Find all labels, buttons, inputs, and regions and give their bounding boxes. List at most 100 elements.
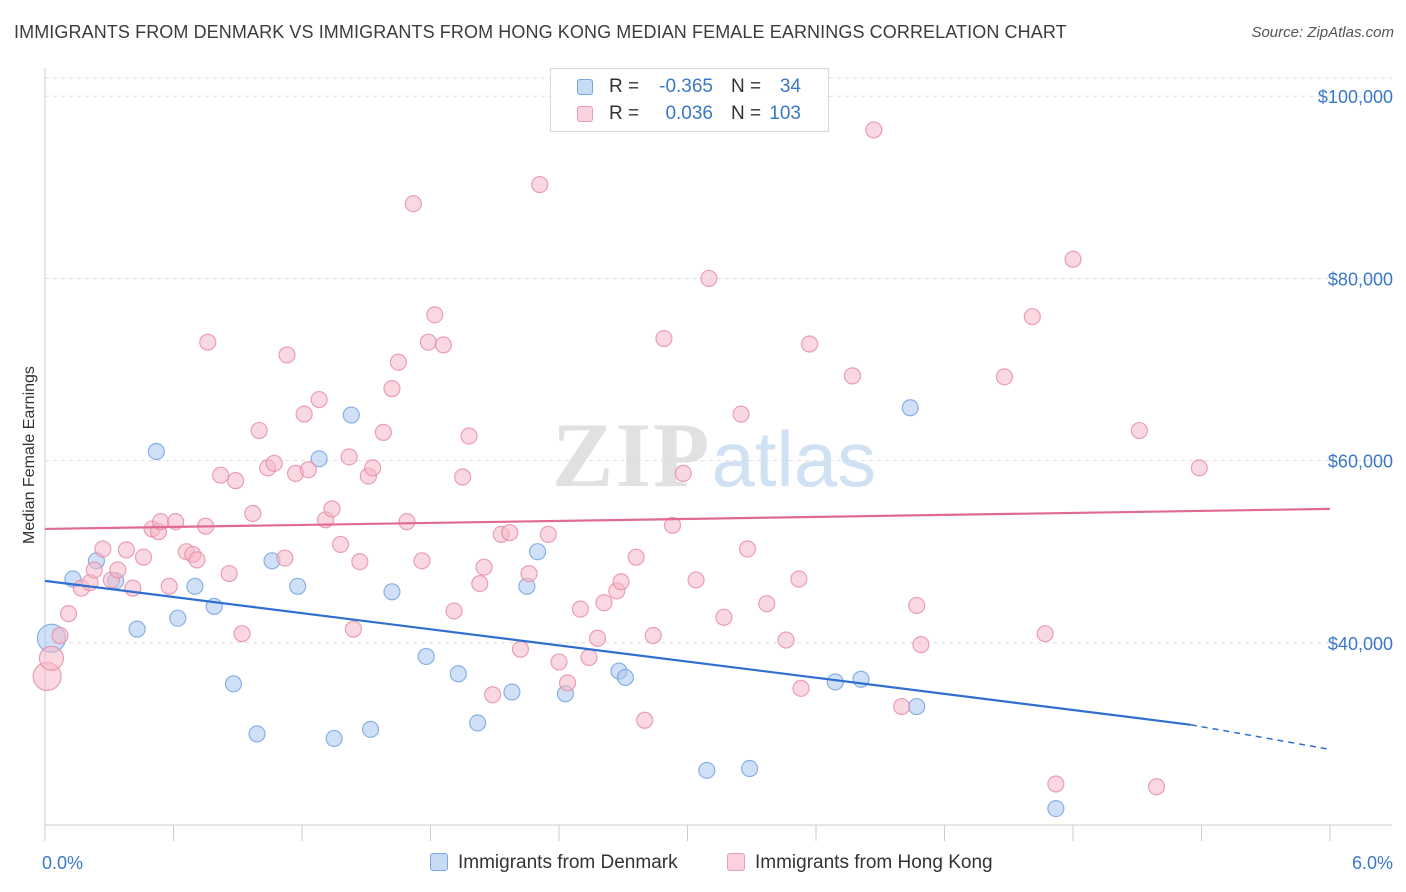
data-point-hongkong <box>404 195 422 213</box>
legend-label-denmark: Immigrants from Denmark <box>458 852 678 873</box>
data-point-hongkong <box>199 333 217 351</box>
chart-title: IMMIGRANTS FROM DENMARK VS IMMIGRANTS FR… <box>14 22 1067 42</box>
data-point-denmark <box>901 399 919 417</box>
data-point-hongkong <box>188 551 206 569</box>
data-point-hongkong <box>85 561 103 579</box>
data-point-hongkong <box>117 541 135 559</box>
y-tick-label: $60,000 <box>1328 452 1393 472</box>
data-point-denmark <box>616 668 634 687</box>
data-point-hongkong <box>758 595 776 613</box>
data-point-hongkong <box>908 596 926 615</box>
data-point-hongkong <box>612 573 630 591</box>
data-point-denmark <box>186 577 204 595</box>
data-point-hongkong <box>539 525 557 543</box>
data-point-denmark <box>248 725 266 743</box>
data-point-hongkong <box>1190 459 1208 477</box>
data-point-hongkong <box>580 648 598 666</box>
data-point-hongkong <box>59 605 78 623</box>
y-tick-label: $80,000 <box>1328 269 1393 289</box>
data-point-denmark <box>741 759 759 778</box>
data-point-hongkong <box>655 329 673 348</box>
x-tick-label: 6.0% <box>1352 853 1393 873</box>
data-point-hongkong <box>419 333 437 351</box>
data-point-hongkong <box>636 711 654 729</box>
data-point-hongkong <box>627 548 645 566</box>
data-point-hongkong <box>434 336 452 354</box>
data-point-hongkong <box>595 594 613 612</box>
data-point-hongkong <box>265 454 283 472</box>
data-point-hongkong <box>475 558 493 576</box>
legend-swatch-denmark <box>577 79 593 95</box>
data-point-hongkong <box>893 697 911 716</box>
data-point-hongkong <box>426 306 444 324</box>
data-point-hongkong <box>588 629 607 647</box>
data-point-hongkong <box>644 626 662 645</box>
data-point-hongkong <box>777 631 795 649</box>
data-point-denmark <box>528 543 547 561</box>
data-point-hongkong <box>1036 625 1054 643</box>
data-point-hongkong <box>571 600 590 618</box>
data-point-hongkong <box>295 405 313 423</box>
correlation-legend: R = -0.365 N = 34 R = 0.036 N = 103 <box>550 68 829 132</box>
watermark: ZIPatlas <box>552 402 876 508</box>
data-point-hongkong <box>531 175 549 194</box>
legend-swatch-hongkong <box>577 106 593 122</box>
legend-n-label: N = <box>731 103 762 124</box>
data-point-hongkong <box>109 561 127 579</box>
data-point-denmark <box>310 450 328 468</box>
legend-swatch-denmark <box>430 853 448 871</box>
data-point-denmark <box>224 675 243 693</box>
data-point-hongkong <box>413 552 431 570</box>
data-point-hongkong <box>227 472 245 490</box>
data-point-hongkong <box>558 674 577 692</box>
legend-n-value-denmark: 34 <box>779 76 801 97</box>
x-tick-label: 0.0% <box>42 853 83 873</box>
data-point-hongkong <box>865 121 883 139</box>
data-point-denmark <box>503 683 521 701</box>
data-point-hongkong <box>995 368 1014 386</box>
data-point-denmark <box>1047 800 1065 818</box>
data-point-hongkong <box>398 513 416 531</box>
data-point-hongkong <box>340 448 358 466</box>
data-point-hongkong <box>38 645 65 671</box>
legend-r-label: R = <box>609 76 640 97</box>
data-point-hongkong <box>331 535 350 554</box>
data-point-denmark <box>325 729 343 748</box>
data-point-denmark <box>147 442 165 461</box>
legend-n-label: N = <box>731 76 762 97</box>
watermark-atlas: atlas <box>711 415 877 503</box>
source-label: Source: ZipAtlas.com <box>1251 24 1394 41</box>
data-point-hongkong <box>299 461 318 479</box>
legend-item-hongkong[interactable]: Immigrants from Hong Kong <box>727 852 993 874</box>
data-point-hongkong <box>912 636 930 654</box>
y-tick-label: $40,000 <box>1328 634 1393 654</box>
data-point-hongkong <box>220 564 238 583</box>
data-point-hongkong <box>520 564 538 583</box>
trend-line-denmark-extension <box>1190 724 1331 751</box>
legend-n-value-hongkong: 103 <box>769 103 801 124</box>
data-point-hongkong <box>800 335 819 353</box>
data-point-hongkong <box>212 466 230 484</box>
data-point-hongkong <box>389 353 407 371</box>
data-point-hongkong <box>715 608 733 626</box>
data-point-hongkong <box>250 421 268 440</box>
data-point-hongkong <box>738 540 757 558</box>
data-point-hongkong <box>374 423 392 441</box>
data-point-hongkong <box>351 553 369 571</box>
data-point-hongkong <box>1130 421 1148 440</box>
data-point-hongkong <box>471 574 489 593</box>
legend-r-value-denmark: -0.365 <box>659 76 713 97</box>
series-legend: Immigrants from Denmark Immigrants from … <box>0 852 1406 878</box>
data-point-hongkong <box>460 427 478 445</box>
trend-line-hongkong <box>44 507 1331 531</box>
data-point-denmark <box>169 609 187 627</box>
data-point-hongkong <box>167 513 185 531</box>
data-point-hongkong <box>1023 308 1041 326</box>
legend-item-denmark[interactable]: Immigrants from Denmark <box>430 852 678 874</box>
legend-label-hongkong: Immigrants from Hong Kong <box>755 852 993 873</box>
data-point-hongkong <box>244 504 262 523</box>
data-point-hongkong <box>1047 775 1065 793</box>
data-point-hongkong <box>1147 778 1166 796</box>
data-point-hongkong <box>550 653 568 671</box>
